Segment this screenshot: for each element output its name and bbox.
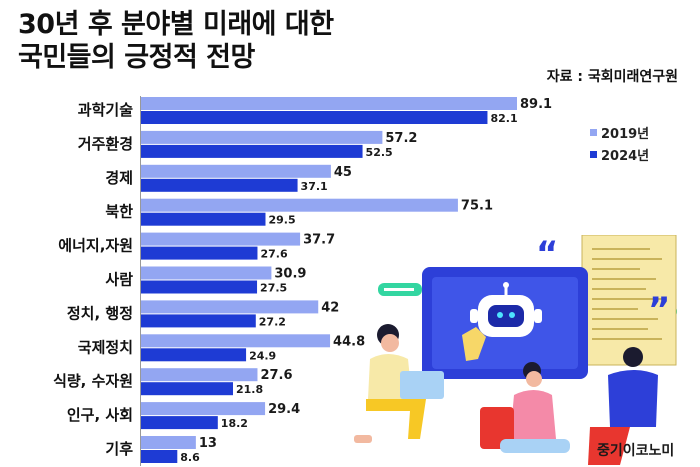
category-label: 사람 [105, 271, 133, 289]
bar-2019 [141, 97, 518, 110]
bar-2024 [141, 314, 256, 328]
person-with-laptop [354, 324, 444, 443]
legend-swatch-2024 [590, 150, 597, 158]
value-label: 29.4 [268, 402, 300, 417]
legend-label-2024: 2024년 [601, 148, 650, 164]
value-label: 27.2 [259, 315, 286, 328]
axis-divider [140, 96, 141, 466]
bar-2024 [141, 246, 258, 260]
quote-close-icon: ” [648, 290, 670, 330]
legend: 2019년 2024년 [590, 121, 649, 165]
value-label: 57.2 [385, 131, 417, 146]
value-label: 37.7 [303, 233, 335, 248]
brand-logo: 중기이코노미 [597, 443, 675, 459]
bar-2024 [141, 382, 233, 396]
bar-2024 [141, 348, 247, 362]
value-label: 30.9 [274, 267, 306, 282]
bar-2019 [141, 232, 301, 246]
value-label: 82.1 [490, 112, 517, 125]
category-label: 과학기술 [78, 101, 133, 119]
bar-2019 [141, 164, 331, 178]
value-label: 27.6 [260, 368, 292, 383]
bar-2024 [141, 450, 178, 463]
ai-robot-illustration: “ ” [354, 235, 677, 465]
bar-2024 [141, 416, 218, 430]
value-label: 8.6 [180, 451, 200, 464]
value-label: 44.8 [333, 334, 365, 349]
value-label: 45 [334, 165, 352, 180]
bar-2019 [141, 402, 266, 416]
value-label: 75.1 [461, 199, 493, 214]
value-label: 37.1 [301, 180, 328, 193]
category-label: 식량, 수자원 [53, 372, 133, 390]
bar-2019 [141, 368, 258, 382]
value-label: 18.2 [221, 417, 248, 430]
legend-item-2019: 2019년 [590, 121, 649, 143]
category-label: 기후 [105, 440, 133, 458]
bar-2019 [141, 266, 272, 280]
person-standing [588, 347, 658, 465]
chart-title-line-1: 30년 후 분야별 미래에 대한 [18, 9, 334, 40]
robot-icon [470, 282, 542, 337]
value-label: 52.5 [366, 146, 393, 159]
legend-label-2019: 2019년 [601, 126, 650, 142]
value-label: 13 [199, 436, 217, 451]
value-label: 24.9 [249, 349, 276, 362]
value-label: 29.5 [268, 214, 295, 227]
value-label: 89.1 [520, 97, 552, 112]
bar-2019 [141, 334, 331, 348]
category-label: 인구, 사회 [67, 406, 133, 424]
bar-2019 [141, 130, 383, 144]
bar-2019 [141, 436, 196, 449]
value-label: 21.8 [236, 383, 263, 396]
bar-2024 [141, 178, 298, 192]
category-label: 북한 [105, 203, 133, 221]
bar-2019 [141, 300, 319, 314]
category-label: 거주환경 [78, 135, 133, 153]
bar-2024 [141, 144, 363, 158]
legend-swatch-2019 [590, 128, 597, 136]
quote-open-icon: “ [536, 235, 558, 274]
value-label: 27.5 [260, 282, 287, 295]
bar-2024 [141, 280, 258, 294]
chart-title: 30년 후 분야별 미래에 대한 국민들의 긍정적 전망 [18, 8, 334, 74]
legend-item-2024: 2024년 [590, 143, 649, 165]
value-label: 27.6 [260, 248, 287, 261]
category-label: 경제 [105, 169, 133, 187]
chart-title-line-2: 국민들의 긍정적 전망 [18, 42, 255, 73]
category-label: 에너지,자원 [58, 237, 133, 255]
person-reading [480, 362, 570, 453]
bar-2019 [141, 198, 458, 212]
value-label: 42 [321, 300, 339, 315]
pointer-hand-icon [462, 327, 486, 361]
bar-2024 [141, 212, 266, 226]
category-label: 국제정치 [78, 338, 133, 356]
category-label: 정치, 행정 [67, 304, 133, 322]
bar-2024 [141, 111, 488, 124]
source-note: 자료 : 국회미래연구원 [546, 69, 678, 85]
